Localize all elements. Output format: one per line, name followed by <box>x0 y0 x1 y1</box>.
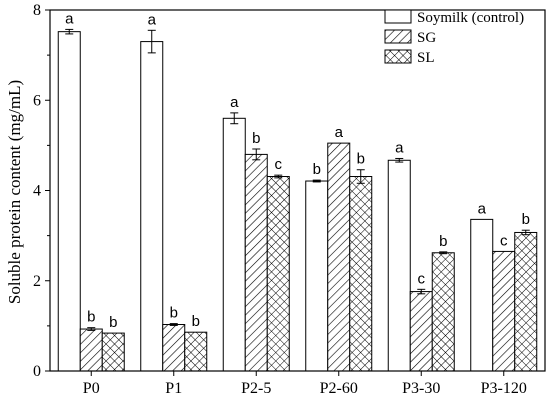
significance-label: a <box>335 124 344 141</box>
error-bar <box>274 174 283 179</box>
bar-p3-30-series-2 <box>409 291 433 372</box>
significance-label: a <box>65 10 74 27</box>
error-bar <box>65 28 74 35</box>
x-tick-label: P0 <box>83 380 100 397</box>
legend-swatch <box>384 49 412 64</box>
bar-p3-30-series-1 <box>387 159 411 372</box>
significance-label: b <box>313 161 321 178</box>
legend-item: SG <box>384 29 436 46</box>
y-tick-label: 4 <box>33 183 41 200</box>
bar-p2-60-series-1 <box>305 180 329 372</box>
error-bar <box>87 327 96 331</box>
legend-swatch <box>384 29 412 44</box>
significance-label: c <box>275 156 283 173</box>
bar-p2-5-series-1 <box>222 117 246 372</box>
x-tick-label: P3-120 <box>481 380 527 397</box>
legend-label: SG <box>417 30 436 46</box>
error-bar <box>417 288 426 295</box>
significance-label: a <box>230 94 239 111</box>
significance-label: a <box>478 200 487 217</box>
x-tick-label: P2-60 <box>320 380 358 397</box>
bar-p2-5-series-2 <box>244 153 268 372</box>
error-bar <box>147 29 156 54</box>
significance-label: a <box>148 11 157 28</box>
y-tick-label: 6 <box>33 92 41 109</box>
bar-p2-60-series-2 <box>327 142 351 372</box>
bar-p3-120-series-3 <box>514 231 538 372</box>
y-tick-label: 8 <box>33 2 41 19</box>
significance-label: c <box>418 270 426 287</box>
bar-p3-120-series-1 <box>470 218 494 372</box>
bar-p1-series-3 <box>184 331 208 372</box>
bar-p0-series-3 <box>101 332 125 372</box>
error-bar <box>439 251 448 255</box>
bar-p0-series-1 <box>57 31 81 372</box>
bars <box>57 31 538 372</box>
bar-p3-30-series-3 <box>431 252 455 372</box>
y-tick-label: 0 <box>33 363 41 380</box>
x-tick-label: P3-30 <box>402 380 440 397</box>
legend-label: Soymilk (control) <box>417 10 524 26</box>
significance-label: c <box>500 232 508 249</box>
significance-label: b <box>170 305 178 322</box>
error-bar <box>521 229 530 236</box>
legend-swatch <box>384 9 412 24</box>
legend-item: Soymilk (control) <box>384 9 524 26</box>
y-axis-title-group: Soluble protein content (mg/mL) <box>5 80 24 304</box>
bar-p2-60-series-3 <box>349 176 373 372</box>
significance-label: b <box>109 314 117 331</box>
error-bar <box>312 179 321 183</box>
x-tick-label: P1 <box>165 380 182 397</box>
bar-p1-series-1 <box>140 41 164 372</box>
error-bar <box>395 157 404 163</box>
significance-label: b <box>252 130 260 147</box>
significance-label: b <box>192 313 200 330</box>
bar-p2-5-series-3 <box>266 176 290 372</box>
y-tick-label: 2 <box>33 273 41 290</box>
legend-label: SL <box>417 50 435 66</box>
x-tick-label: P2-5 <box>241 380 271 397</box>
significance-label: b <box>522 211 530 228</box>
significance-label: a <box>395 139 404 156</box>
y-axis-title: Soluble protein content (mg/mL) <box>5 80 24 304</box>
bar-p1-series-2 <box>162 324 186 372</box>
error-bar <box>252 148 261 161</box>
significance-label: b <box>439 233 447 250</box>
axes: P0 P1 P2-5 P2-60 P3-30 P3-120 0 2 4 6 8 <box>33 2 546 397</box>
bar-p3-120-series-2 <box>492 250 516 372</box>
significance-label: b <box>357 151 365 168</box>
error-bar <box>356 169 365 184</box>
legend-item: SL <box>384 49 435 66</box>
error-bar <box>230 112 239 125</box>
significance-label: b <box>87 309 95 326</box>
legend: Soymilk (control) SG SL <box>384 9 524 66</box>
error-bar <box>169 323 178 326</box>
error-bars <box>65 28 530 331</box>
bar-p0-series-2 <box>79 328 103 372</box>
